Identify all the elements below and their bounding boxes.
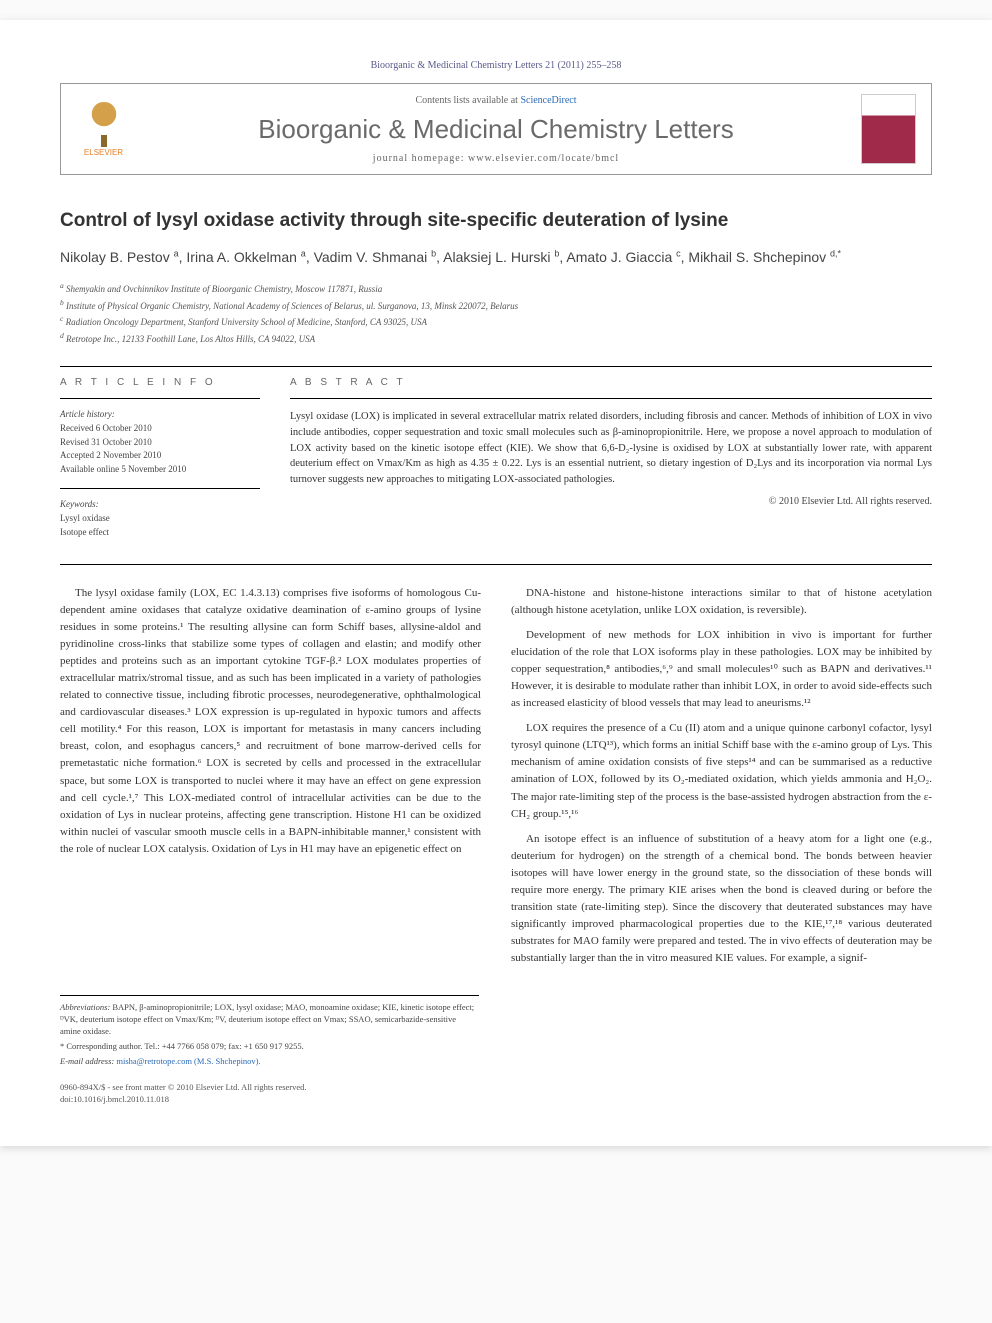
abbreviations-label: Abbreviations: bbox=[60, 1002, 110, 1012]
journal-reference: Bioorganic & Medicinal Chemistry Letters… bbox=[60, 60, 932, 71]
body-paragraph: LOX requires the presence of a Cu (II) a… bbox=[511, 720, 932, 822]
abbreviations-footnote: Abbreviations: BAPN, β-aminopropionitril… bbox=[60, 1002, 479, 1038]
corresponding-text: Tel.: +44 7766 058 079; fax: +1 650 917 … bbox=[144, 1041, 303, 1051]
article-info-heading: A R T I C L E I N F O bbox=[60, 377, 260, 388]
affiliation-line: a Shemyakin and Ovchinnikov Institute of… bbox=[60, 280, 932, 297]
keyword-line: Lysyl oxidase bbox=[60, 512, 260, 526]
footer-copyright-line: 0960-894X/$ - see front matter © 2010 El… bbox=[60, 1082, 932, 1094]
history-line: Accepted 2 November 2010 bbox=[60, 449, 260, 463]
info-divider bbox=[60, 488, 260, 489]
corresponding-email-link[interactable]: misha@retrotope.com (M.S. Shchepinov). bbox=[116, 1056, 260, 1066]
article-page: Bioorganic & Medicinal Chemistry Letters… bbox=[0, 20, 992, 1146]
email-label: E-mail address: bbox=[60, 1056, 114, 1066]
elsevier-tree-icon bbox=[84, 102, 124, 142]
keyword-line: Isotope effect bbox=[60, 526, 260, 540]
body-text-columns: The lysyl oxidase family (LOX, EC 1.4.3.… bbox=[60, 585, 932, 975]
abstract-copyright: © 2010 Elsevier Ltd. All rights reserved… bbox=[290, 496, 932, 507]
publisher-logo: ELSEVIER bbox=[76, 97, 131, 162]
contents-prefix: Contents lists available at bbox=[415, 95, 520, 106]
journal-title: Bioorganic & Medicinal Chemistry Letters bbox=[131, 114, 861, 145]
affiliation-line: c Radiation Oncology Department, Stanfor… bbox=[60, 313, 932, 330]
affiliation-line: d Retrotope Inc., 12133 Foothill Lane, L… bbox=[60, 330, 932, 347]
body-paragraph: Development of new methods for LOX inhib… bbox=[511, 627, 932, 712]
info-abstract-row: A R T I C L E I N F O Article history: R… bbox=[60, 377, 932, 539]
journal-cover-thumbnail bbox=[861, 94, 916, 164]
corresponding-author-footnote: * Corresponding author. Tel.: +44 7766 0… bbox=[60, 1041, 479, 1053]
info-divider bbox=[60, 398, 260, 399]
journal-header-box: ELSEVIER Contents lists available at Sci… bbox=[60, 83, 932, 175]
history-line: Revised 31 October 2010 bbox=[60, 436, 260, 450]
body-paragraph: An isotope effect is an influence of sub… bbox=[511, 831, 932, 967]
homepage-prefix: journal homepage: bbox=[373, 153, 468, 164]
homepage-url[interactable]: www.elsevier.com/locate/bmcl bbox=[468, 153, 619, 164]
affiliation-line: b Institute of Physical Organic Chemistr… bbox=[60, 297, 932, 314]
body-paragraph: DNA-histone and histone-histone interact… bbox=[511, 585, 932, 619]
body-column-right: DNA-histone and histone-histone interact… bbox=[511, 585, 932, 975]
footer-doi-line: doi:10.1016/j.bmcl.2010.11.018 bbox=[60, 1094, 932, 1106]
abstract-divider bbox=[290, 398, 932, 399]
abstract-text: Lysyl oxidase (LOX) is implicated in sev… bbox=[290, 409, 932, 488]
body-paragraph: The lysyl oxidase family (LOX, EC 1.4.3.… bbox=[60, 585, 481, 858]
section-divider bbox=[60, 366, 932, 367]
article-history-label: Article history: bbox=[60, 409, 260, 419]
body-divider bbox=[60, 564, 932, 565]
abstract-column: A B S T R A C T Lysyl oxidase (LOX) is i… bbox=[290, 377, 932, 539]
footnotes-block: Abbreviations: BAPN, β-aminopropionitril… bbox=[60, 995, 479, 1067]
email-footnote: E-mail address: misha@retrotope.com (M.S… bbox=[60, 1056, 479, 1068]
contents-available-line: Contents lists available at ScienceDirec… bbox=[131, 95, 861, 106]
abstract-heading: A B S T R A C T bbox=[290, 377, 932, 388]
header-center: Contents lists available at ScienceDirec… bbox=[131, 95, 861, 164]
authors-list: Nikolay B. Pestov a, Irina A. Okkelman a… bbox=[60, 247, 932, 268]
corresponding-label: * Corresponding author. bbox=[60, 1041, 142, 1051]
abbreviations-text: BAPN, β-aminopropionitrile; LOX, lysyl o… bbox=[60, 1002, 474, 1036]
history-line: Received 6 October 2010 bbox=[60, 422, 260, 436]
journal-homepage-line: journal homepage: www.elsevier.com/locat… bbox=[131, 153, 861, 164]
sciencedirect-link[interactable]: ScienceDirect bbox=[520, 95, 576, 106]
affiliations-list: a Shemyakin and Ovchinnikov Institute of… bbox=[60, 280, 932, 346]
article-title: Control of lysyl oxidase activity throug… bbox=[60, 210, 932, 232]
history-line: Available online 5 November 2010 bbox=[60, 463, 260, 477]
keywords-label: Keywords: bbox=[60, 499, 260, 509]
body-column-left: The lysyl oxidase family (LOX, EC 1.4.3.… bbox=[60, 585, 481, 975]
publisher-name: ELSEVIER bbox=[84, 148, 123, 157]
article-info-column: A R T I C L E I N F O Article history: R… bbox=[60, 377, 260, 539]
page-footer: 0960-894X/$ - see front matter © 2010 El… bbox=[60, 1082, 932, 1106]
